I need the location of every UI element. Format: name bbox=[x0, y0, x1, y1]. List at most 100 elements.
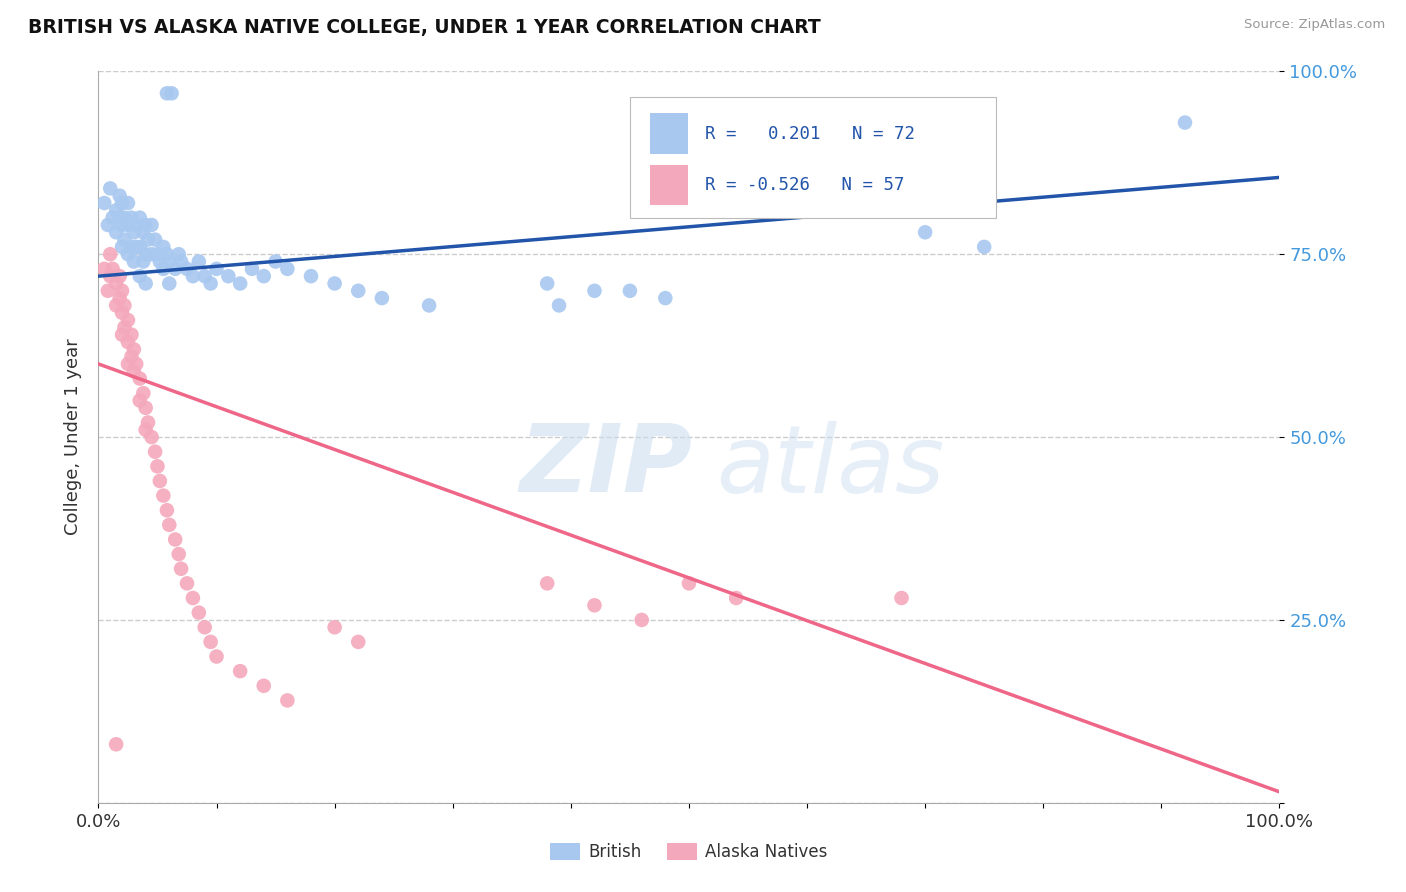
Point bbox=[146, 247, 169, 261]
Point bbox=[167, 247, 190, 261]
Point bbox=[157, 254, 180, 268]
Point bbox=[135, 247, 157, 261]
Point bbox=[156, 247, 179, 261]
Point bbox=[125, 240, 148, 254]
Point bbox=[548, 298, 571, 312]
Point bbox=[108, 291, 131, 305]
Point bbox=[97, 218, 120, 232]
Point bbox=[121, 327, 143, 342]
Point bbox=[105, 225, 128, 239]
Point bbox=[112, 233, 135, 247]
Point bbox=[181, 269, 204, 284]
Point bbox=[347, 284, 370, 298]
Point bbox=[176, 261, 198, 276]
Point bbox=[141, 430, 163, 444]
Point bbox=[229, 664, 252, 678]
FancyBboxPatch shape bbox=[630, 97, 995, 218]
Point bbox=[117, 218, 139, 232]
Point bbox=[141, 247, 163, 261]
Point bbox=[143, 444, 166, 458]
Y-axis label: College, Under 1 year: College, Under 1 year bbox=[63, 339, 82, 535]
Point bbox=[128, 371, 150, 385]
Point bbox=[108, 269, 131, 284]
Point bbox=[117, 313, 139, 327]
Point bbox=[125, 357, 148, 371]
Point bbox=[890, 591, 912, 605]
Point bbox=[914, 225, 936, 239]
Point bbox=[160, 87, 183, 101]
Point bbox=[276, 261, 298, 276]
Point bbox=[117, 334, 139, 349]
Point bbox=[194, 620, 217, 634]
Point bbox=[299, 269, 322, 284]
Point bbox=[187, 606, 209, 620]
Point bbox=[108, 188, 131, 202]
Point bbox=[973, 240, 995, 254]
Point bbox=[135, 277, 157, 291]
Point bbox=[1174, 115, 1197, 129]
Point bbox=[187, 254, 209, 268]
Point bbox=[135, 218, 157, 232]
Point bbox=[108, 211, 131, 225]
Point bbox=[371, 291, 394, 305]
Point bbox=[157, 517, 180, 532]
Point bbox=[630, 613, 652, 627]
Point bbox=[93, 261, 115, 276]
Point bbox=[93, 196, 115, 211]
Point bbox=[122, 343, 145, 357]
Point bbox=[152, 489, 174, 503]
Point bbox=[105, 203, 128, 218]
Point bbox=[111, 306, 134, 320]
Point bbox=[149, 254, 172, 268]
Text: BRITISH VS ALASKA NATIVE COLLEGE, UNDER 1 YEAR CORRELATION CHART: BRITISH VS ALASKA NATIVE COLLEGE, UNDER … bbox=[28, 18, 821, 37]
Point bbox=[253, 269, 276, 284]
Point bbox=[117, 196, 139, 211]
Point bbox=[167, 547, 190, 561]
Point bbox=[205, 649, 228, 664]
Point bbox=[112, 211, 135, 225]
Point bbox=[149, 474, 172, 488]
Point bbox=[117, 247, 139, 261]
Text: Source: ZipAtlas.com: Source: ZipAtlas.com bbox=[1244, 18, 1385, 31]
Point bbox=[170, 254, 193, 268]
Text: R =   0.201   N = 72: R = 0.201 N = 72 bbox=[706, 125, 915, 143]
Point bbox=[418, 298, 440, 312]
Point bbox=[136, 233, 159, 247]
Point bbox=[105, 298, 128, 312]
Point bbox=[132, 225, 155, 239]
FancyBboxPatch shape bbox=[650, 113, 688, 153]
Point bbox=[105, 737, 128, 751]
Point bbox=[165, 261, 187, 276]
Point bbox=[181, 591, 204, 605]
Point bbox=[136, 416, 159, 430]
Point bbox=[536, 277, 558, 291]
Point bbox=[156, 503, 179, 517]
Point bbox=[583, 599, 606, 613]
Point bbox=[128, 269, 150, 284]
Point bbox=[654, 291, 676, 305]
Text: R = -0.526   N = 57: R = -0.526 N = 57 bbox=[706, 176, 905, 194]
Point bbox=[98, 181, 121, 195]
Point bbox=[135, 401, 157, 415]
Text: atlas: atlas bbox=[717, 421, 945, 512]
Point bbox=[112, 298, 135, 312]
Point bbox=[128, 393, 150, 408]
Point bbox=[176, 576, 198, 591]
Point bbox=[583, 284, 606, 298]
Point bbox=[122, 225, 145, 239]
Point bbox=[146, 459, 169, 474]
Point bbox=[111, 218, 134, 232]
Point bbox=[152, 240, 174, 254]
Point bbox=[128, 211, 150, 225]
Point bbox=[264, 254, 287, 268]
Point bbox=[347, 635, 370, 649]
Point bbox=[200, 277, 222, 291]
Point bbox=[323, 620, 346, 634]
Point bbox=[122, 254, 145, 268]
Point bbox=[678, 576, 700, 591]
Point bbox=[165, 533, 187, 547]
Point bbox=[141, 218, 163, 232]
Point bbox=[98, 269, 121, 284]
Point bbox=[121, 350, 143, 364]
Point bbox=[276, 693, 298, 707]
